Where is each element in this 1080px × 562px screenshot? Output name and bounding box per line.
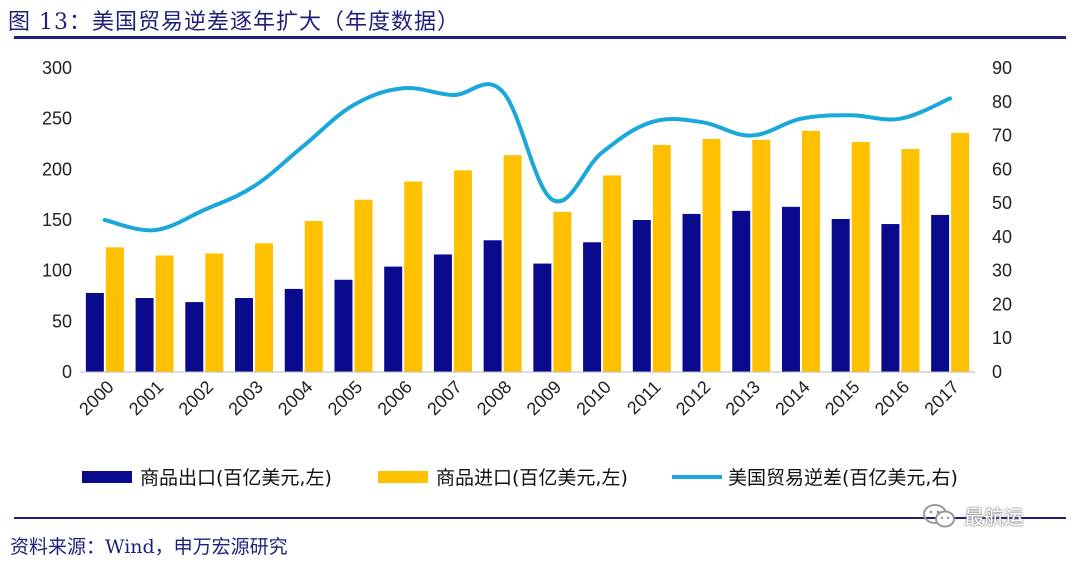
export-bar: [483, 240, 502, 372]
legend-label-import: 商品进口(百亿美元,左): [436, 467, 628, 489]
left-tick-label: 0: [62, 362, 72, 382]
right-tick-label: 10: [992, 328, 1012, 348]
left-tick-label: 200: [42, 159, 72, 179]
export-bar: [284, 288, 303, 372]
import-bar: [603, 175, 622, 372]
right-tick-label: 40: [992, 227, 1012, 247]
x-tick-label: 2016: [871, 377, 913, 419]
legend-label-export: 商品出口(百亿美元,左): [140, 467, 332, 489]
line-series: [102, 82, 953, 233]
legend-swatch-import: [378, 471, 428, 483]
deficit-line: [102, 82, 953, 233]
export-bar: [632, 220, 651, 372]
right-tick-label: 70: [992, 126, 1012, 146]
import-bar: [851, 141, 870, 372]
right-tick-label: 60: [992, 159, 1012, 179]
right-tick-label: 20: [992, 294, 1012, 314]
right-tick-label: 90: [992, 58, 1012, 78]
import-bar: [105, 247, 124, 372]
import-bar: [255, 243, 274, 372]
left-tick-label: 100: [42, 261, 72, 281]
left-tick-label: 150: [42, 210, 72, 230]
export-bar: [334, 279, 353, 372]
x-tick-label: 2006: [374, 377, 416, 419]
export-bar: [931, 214, 950, 372]
import-bar: [752, 139, 771, 372]
import-bar: [404, 181, 423, 372]
x-tick-label: 2013: [722, 377, 764, 419]
export-bar: [583, 242, 602, 372]
legend-swatch-export: [82, 471, 132, 483]
export-bar: [135, 298, 154, 372]
export-bar: [881, 224, 900, 372]
import-bar: [503, 155, 522, 372]
export-bar: [433, 254, 452, 372]
import-bar: [702, 138, 721, 372]
x-tick-label: 2003: [224, 377, 266, 419]
legend: 商品出口(百亿美元,左) 商品进口(百亿美元,左) 美国贸易逆差(百亿美元,右): [82, 467, 958, 489]
import-bar: [205, 253, 224, 372]
left-tick-label: 250: [42, 109, 72, 129]
bar-series: [85, 130, 970, 372]
export-bar: [732, 210, 751, 372]
x-tick-label: 2002: [175, 377, 217, 419]
x-tick-label: 2004: [274, 377, 316, 419]
source-note: 资料来源：Wind，申万宏源研究: [10, 536, 288, 558]
watermark-text: 最航运: [964, 505, 1024, 529]
import-bar: [304, 221, 323, 372]
legend-label-deficit: 美国贸易逆差(百亿美元,右): [728, 467, 958, 489]
left-tick-label: 300: [42, 58, 72, 78]
figure-title: 图 13：美国贸易逆差逐年扩大（年度数据）: [8, 10, 460, 35]
export-bar: [384, 266, 403, 372]
import-bar: [652, 145, 671, 372]
import-bar: [901, 149, 920, 372]
export-bar: [235, 298, 254, 372]
import-bar: [553, 211, 572, 372]
x-tick-label: 2010: [572, 377, 614, 419]
import-bar: [155, 255, 174, 372]
export-bar: [682, 213, 701, 372]
wechat-icon: [923, 504, 955, 528]
bottom-rule: [14, 517, 1066, 519]
export-bar: [781, 206, 800, 372]
export-bar: [85, 292, 104, 372]
import-bar: [453, 170, 472, 372]
watermark: 最航运: [918, 497, 1058, 533]
left-axis: 0 50 100 150 200 250 300: [42, 58, 72, 382]
right-tick-label: 0: [992, 362, 1002, 382]
right-axis: 0 10 20 30 40 50 60 70 80 90: [992, 58, 1012, 382]
export-bar: [533, 263, 552, 372]
x-tick-label: 2001: [125, 377, 167, 419]
right-tick-label: 30: [992, 261, 1012, 281]
export-bar: [185, 302, 204, 372]
trade-chart: 0 50 100 150 200 250 300 0 10 20 30 40 50 60 70 80 90 2…: [42, 58, 1012, 489]
import-bar: [354, 199, 373, 372]
x-tick-label: 2007: [423, 377, 465, 419]
x-tick-label: 2012: [672, 377, 714, 419]
export-bar: [831, 218, 850, 372]
x-tick-label: 2009: [523, 377, 565, 419]
top-rule: [14, 36, 1066, 39]
x-tick-label: 2014: [771, 377, 813, 419]
x-axis-labels: 2000 2001 2002 2003 2004 2005 2006 2007 2008 2009…: [75, 377, 963, 419]
right-tick-label: 80: [992, 92, 1012, 112]
right-tick-label: 50: [992, 193, 1012, 213]
x-tick-label: 2008: [473, 377, 515, 419]
import-bar: [951, 132, 970, 372]
import-bar: [801, 130, 820, 372]
left-tick-label: 50: [52, 311, 72, 331]
x-tick-label: 2000: [75, 377, 117, 419]
x-tick-label: 2005: [324, 377, 366, 419]
x-tick-label: 2017: [921, 377, 963, 419]
x-tick-label: 2011: [623, 377, 665, 419]
x-tick-label: 2015: [821, 377, 863, 419]
